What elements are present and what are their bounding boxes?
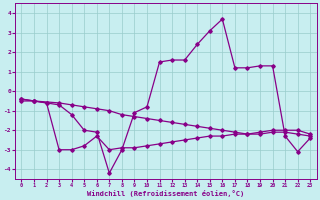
X-axis label: Windchill (Refroidissement éolien,°C): Windchill (Refroidissement éolien,°C) (87, 190, 244, 197)
